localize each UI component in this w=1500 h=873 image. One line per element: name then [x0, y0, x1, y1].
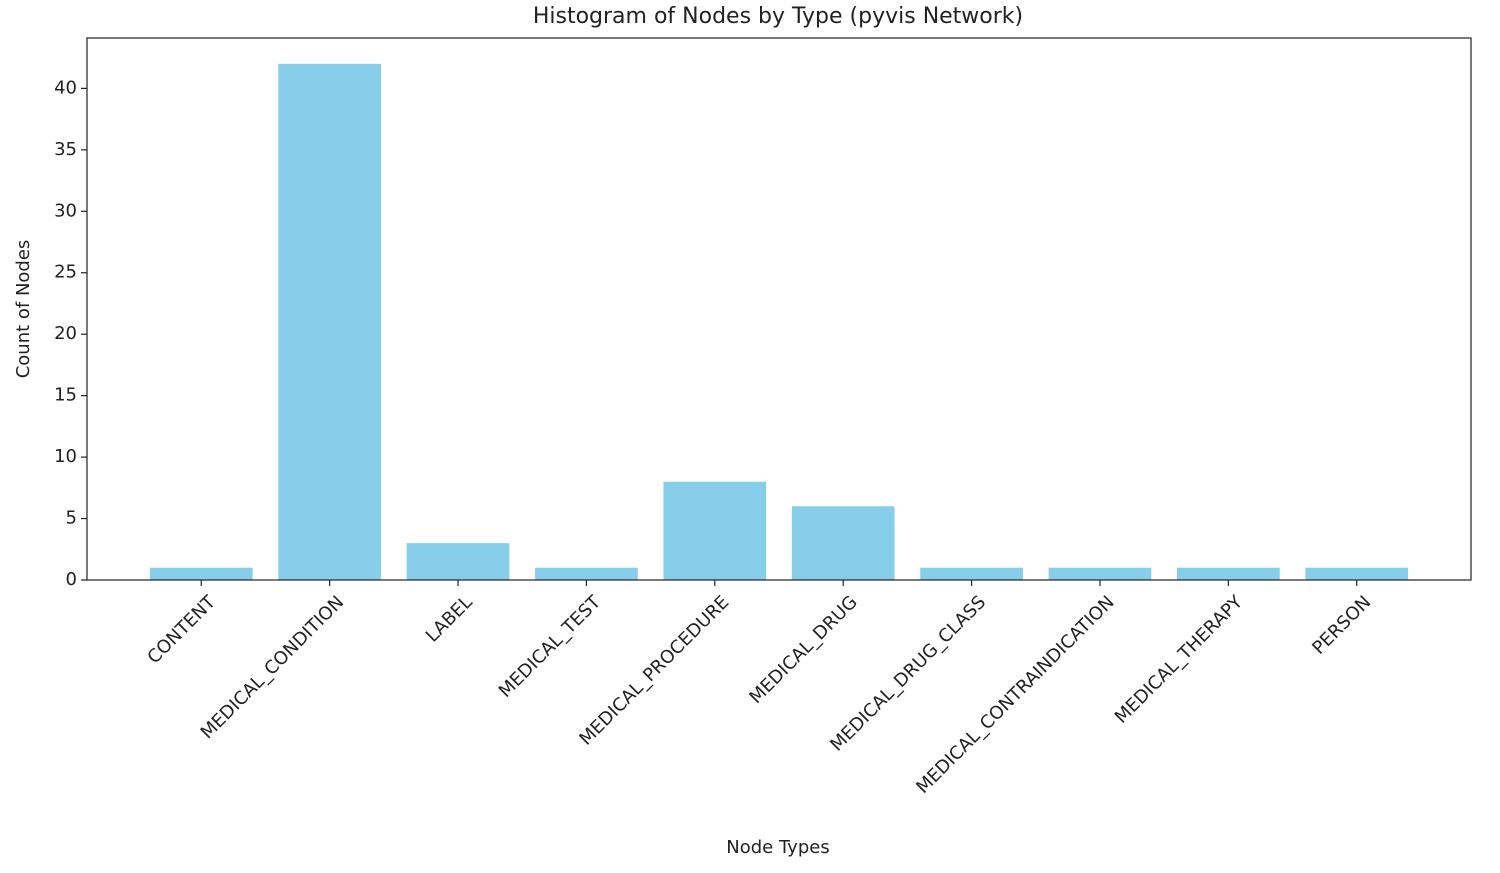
x-tick-label: PERSON: [1308, 592, 1375, 659]
x-tick-label: MEDICAL_PROCEDURE: [575, 592, 733, 750]
y-tick-label: 20: [54, 323, 77, 344]
y-tick-label: 0: [66, 569, 77, 590]
bar: [149, 567, 253, 580]
y-axis-label: Count of Nodes: [13, 240, 34, 379]
x-tick-label: MEDICAL_TEST: [495, 591, 606, 702]
y-tick-label: 30: [54, 200, 77, 221]
x-axis-label: Node Types: [726, 837, 829, 858]
bar: [920, 567, 1023, 580]
bar: [663, 481, 767, 580]
bar: [1305, 567, 1409, 580]
bar: [278, 63, 382, 581]
x-tick-label: CONTENT: [143, 591, 220, 668]
y-tick-label: 15: [54, 385, 77, 406]
bar: [406, 543, 510, 580]
y-tick-label: 5: [66, 508, 77, 529]
y-tick-label: 40: [54, 77, 77, 98]
x-tick-label: MEDICAL_CONDITION: [197, 592, 349, 744]
bar: [535, 567, 638, 580]
chart-title: Histogram of Nodes by Type (pyvis Networ…: [533, 4, 1023, 29]
x-tick-label: MEDICAL_THERAPY: [1111, 591, 1248, 728]
y-tick-label: 10: [54, 446, 77, 467]
bar: [791, 506, 895, 580]
x-tick-label: MEDICAL_DRUG: [745, 592, 861, 708]
bar: [1048, 567, 1152, 580]
x-tick-label: LABEL: [422, 592, 477, 647]
bar: [1176, 567, 1280, 580]
y-tick-label: 25: [54, 262, 77, 283]
plot-frame: [86, 37, 1472, 581]
y-tick-label: 35: [54, 139, 77, 160]
